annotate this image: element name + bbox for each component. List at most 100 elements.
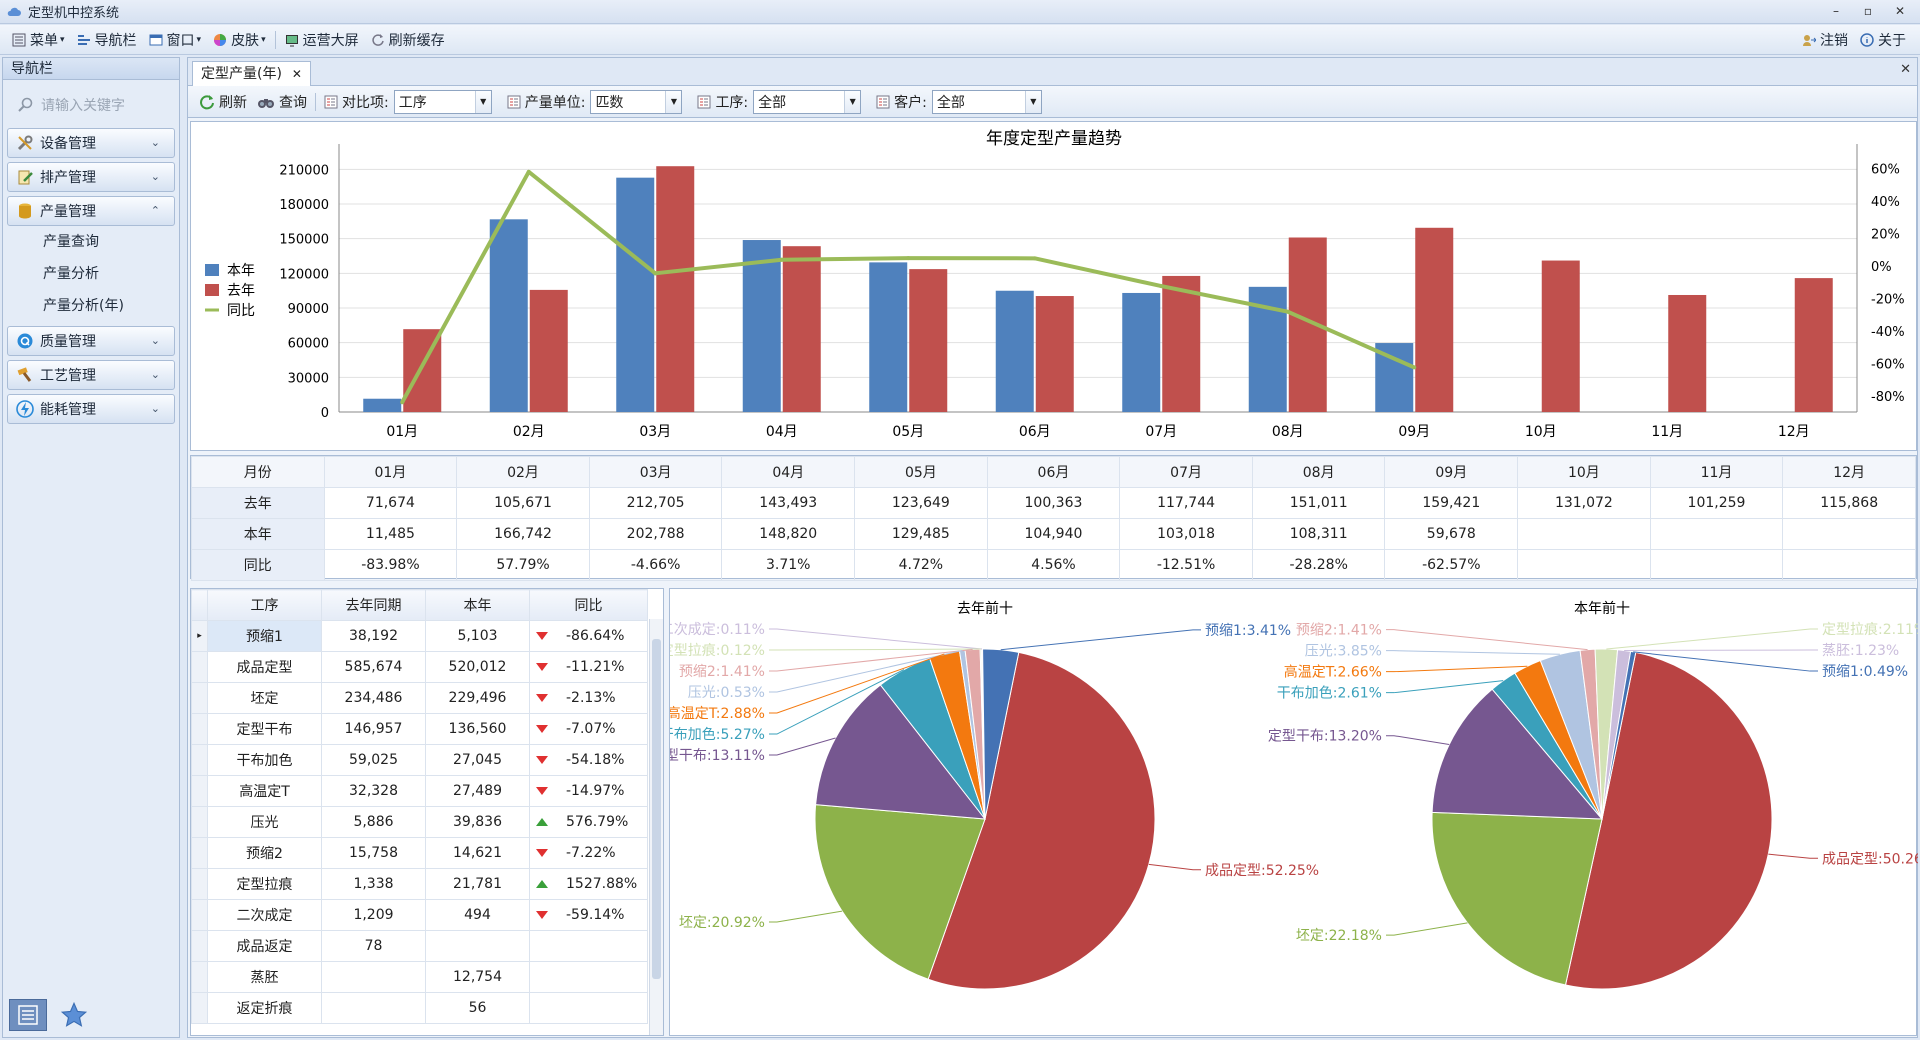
table-row[interactable]: 成品返定 78 [191,930,648,962]
table-cell[interactable] [1649,549,1784,581]
menu-button[interactable]: 菜单 ▾ [6,28,71,52]
cell-yoy[interactable]: 576.79% [529,806,648,838]
table-row[interactable]: 定型干布 146,957 136,560 -7.07% [191,713,648,745]
table-row[interactable]: 返定折痕 56 [191,992,648,1024]
compare-select[interactable]: 工序 ▼ [393,89,492,114]
tab-yearly-output[interactable]: 定型产量(年) ✕ [192,61,311,86]
cell-yoy[interactable]: -54.18% [529,744,648,776]
sidebar-item-output[interactable]: 产量管理 ⌃ [7,196,175,226]
table-header-cell[interactable]: 03月 [588,456,723,488]
sidebar-item-process[interactable]: 工艺管理 ⌄ [7,360,175,390]
cell-yoy[interactable]: -14.97% [529,775,648,807]
table-row[interactable]: 本年 11,485 166,742 202,788 148,820 129,485 104,… [191,518,1916,550]
table-header-cell[interactable]: 同比 [529,589,648,621]
cell-process[interactable]: 预缩1 [207,620,322,652]
table-cell[interactable] [1782,518,1916,550]
cell-last-year[interactable]: 585,674 [321,651,426,683]
cell-process[interactable]: 定型拉痕 [207,868,322,900]
cell-yoy[interactable] [529,930,648,962]
table-row[interactable]: 同比 -83.98% 57.79% -4.66% 3.71% 4.72% 4.56% -12.… [191,549,1916,581]
cell-this-year[interactable]: 229,496 [425,682,530,714]
table-cell[interactable]: 148,820 [721,518,856,550]
cell-last-year[interactable]: 234,486 [321,682,426,714]
table-header-cell[interactable]: 02月 [456,456,590,488]
table-cell[interactable]: 151,011 [1251,487,1386,519]
cell-process[interactable]: 坯定 [207,682,322,714]
cell-this-year[interactable]: 494 [425,899,530,931]
table-cell[interactable]: 57.79% [456,549,590,581]
table-row[interactable]: 成品定型 585,674 520,012 -11.21% [191,651,648,683]
table-header-cell[interactable]: 01月 [323,456,458,488]
process-select[interactable]: 全部 ▼ [753,89,862,114]
table-row[interactable]: 预缩2 15,758 14,621 -7.22% [191,837,648,869]
sidebar-subitem-output-query[interactable]: 产量查询 [43,234,99,250]
logout-button[interactable]: 注销 [1796,28,1854,52]
table-cell[interactable]: -12.51% [1119,549,1253,581]
cell-process[interactable]: 成品定型 [207,651,322,683]
table-row[interactable]: 去年 71,674 105,671 212,705 143,493 123,649 100,… [191,487,1916,519]
table-header-cell[interactable]: 去年同期 [321,589,426,621]
table-cell[interactable]: 115,868 [1782,487,1916,519]
process-table-scrollbar[interactable] [649,619,663,1035]
sidebar-item-energy[interactable]: 能耗管理 ⌄ [7,394,175,424]
table-cell[interactable] [1517,549,1651,581]
table-cell[interactable]: 71,674 [323,487,458,519]
table-cell[interactable]: 11,485 [323,518,458,550]
query-button[interactable]: 查询 [252,92,312,112]
table-cell[interactable]: 159,421 [1384,487,1519,519]
cell-process[interactable]: 干布加色 [207,744,322,776]
cell-process[interactable]: 高温定T [207,775,322,807]
cell-yoy[interactable]: -7.22% [529,837,648,869]
cell-last-year[interactable]: 38,192 [321,620,426,652]
cell-yoy[interactable]: -59.14% [529,899,648,931]
table-row[interactable]: 二次成定 1,209 494 -59.14% [191,899,648,931]
cell-this-year[interactable]: 21,781 [425,868,530,900]
table-cell[interactable]: 本年 [191,518,325,550]
ops-screen-button[interactable]: 运营大屏 [279,28,365,52]
cell-this-year[interactable]: 27,045 [425,744,530,776]
table-header-cell[interactable]: 11月 [1649,456,1784,488]
cell-last-year[interactable]: 1,338 [321,868,426,900]
table-cell[interactable] [1649,518,1784,550]
sidebar-item-quality[interactable]: 质量管理 ⌄ [7,326,175,356]
table-header-cell[interactable]: 04月 [721,456,856,488]
unit-select[interactable]: 匹数 ▼ [590,89,683,114]
cell-this-year[interactable]: 520,012 [425,651,530,683]
table-cell[interactable]: 4.56% [986,549,1121,581]
table-row[interactable]: 定型拉痕 1,338 21,781 1527.88% [191,868,648,900]
sidebar-subitem-output-analysis-year[interactable]: 产量分析(年) [43,298,124,314]
sidebar-item-scheduling[interactable]: 排产管理 ⌄ [7,162,175,192]
table-header-cell[interactable]: 08月 [1251,456,1386,488]
table-cell[interactable]: 101,259 [1649,487,1784,519]
table-row[interactable]: 高温定T 32,328 27,489 -14.97% [191,775,648,807]
table-cell[interactable]: 143,493 [721,487,856,519]
scrollbar-thumb[interactable] [652,639,661,979]
cell-last-year[interactable] [321,992,426,1024]
favorites-button[interactable] [57,999,91,1031]
cell-process[interactable]: 定型干布 [207,713,322,745]
cell-this-year[interactable]: 56 [425,992,530,1024]
table-header-cell[interactable]: 月份 [191,456,325,488]
table-cell[interactable]: 3.71% [721,549,856,581]
table-cell[interactable]: 108,311 [1251,518,1386,550]
table-cell[interactable]: 212,705 [588,487,723,519]
cell-last-year[interactable]: 78 [321,930,426,962]
table-cell[interactable]: 123,649 [854,487,988,519]
cell-this-year[interactable]: 136,560 [425,713,530,745]
refresh-cache-button[interactable]: 刷新缓存 [365,28,451,52]
cell-this-year[interactable]: 5,103 [425,620,530,652]
cell-this-year[interactable]: 12,754 [425,961,530,993]
table-cell[interactable]: -62.57% [1384,549,1519,581]
table-row[interactable]: 压光 5,886 39,836 576.79% [191,806,648,838]
cell-process[interactable]: 蒸胚 [207,961,322,993]
table-cell[interactable]: 104,940 [986,518,1121,550]
sidebar-item-equipment[interactable]: 设备管理 ⌄ [7,128,175,158]
sidebar-search[interactable]: 请输入关键字 [9,88,173,122]
nav-toggle-button[interactable]: 导航栏 [71,28,143,52]
table-header-cell[interactable]: 12月 [1782,456,1916,488]
table-header-cell[interactable]: 工序 [207,589,322,621]
table-cell[interactable]: 166,742 [456,518,590,550]
table-row[interactable]: ▸ 预缩1 38,192 5,103 -86.64% [191,620,648,652]
refresh-button[interactable]: 刷新 [194,92,252,112]
cell-yoy[interactable]: 1527.88% [529,868,648,900]
